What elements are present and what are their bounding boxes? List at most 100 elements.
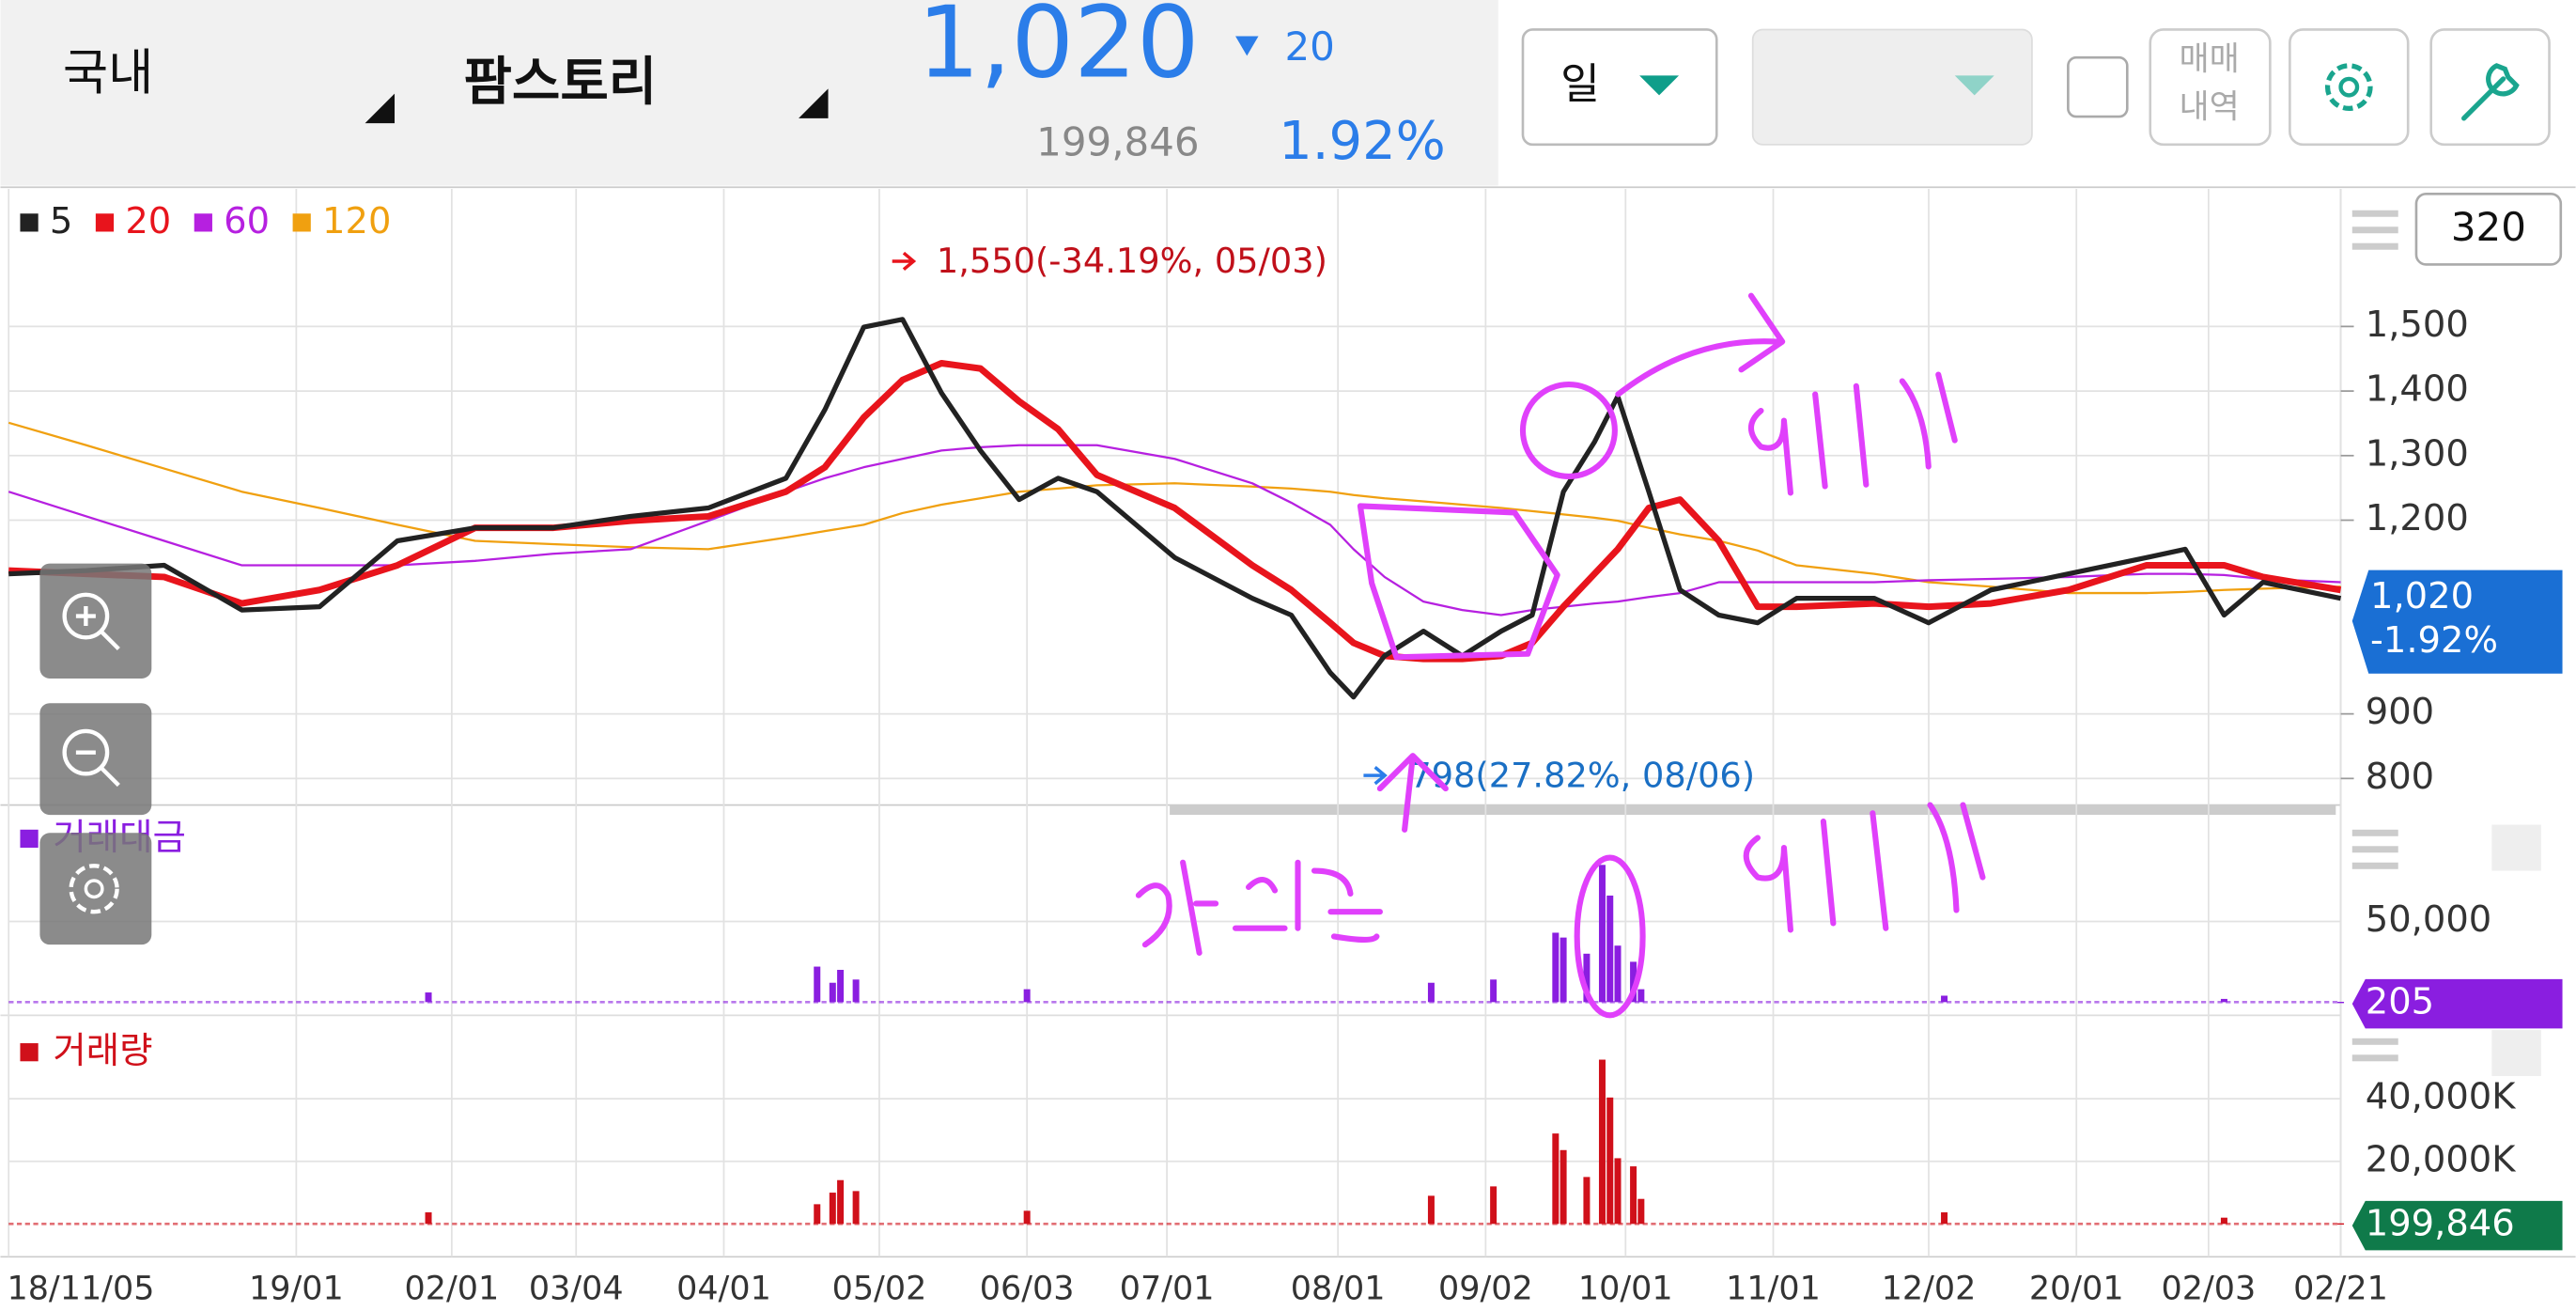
handwriting [1135,292,1986,1019]
y-tick-label: 1,400 [2366,368,2469,411]
y-tick-label: 900 [2366,691,2434,733]
bar [1606,895,1614,1003]
dropdown-arrow [1954,75,1994,96]
x-tick-label: 18/11/05 [7,1270,154,1307]
checkbox[interactable] [2067,55,2129,118]
dropdown-arrow [1639,75,1680,96]
trade-history-line: 내역 [2180,88,2240,126]
bar [1583,953,1591,1003]
y-tick-label: 40,000K [2366,1076,2517,1118]
zoom-in[interactable] [39,563,152,679]
indicator-box [1751,28,2033,146]
bar [1490,979,1497,1003]
bar [1552,932,1560,1003]
change-rate: 1.92% [1279,111,1446,172]
bar [1552,1133,1560,1225]
value-tag [2351,1200,2563,1251]
tools-button[interactable] [2429,28,2551,147]
bar [2220,1217,2227,1225]
y-tick-label: 50,000 [2366,898,2492,941]
bar [1023,1210,1031,1225]
legend-label: 5 [50,200,72,242]
price-change: 20 [1285,23,1335,70]
bar [2337,1223,2345,1225]
bar [1427,982,1435,1003]
period-dropdown[interactable]: 일 [1521,28,1718,147]
header-bg [0,0,1498,186]
bar [1637,1198,1645,1225]
y-tick-label: 1,300 [2366,432,2469,475]
x-tick-label: 12/02 [1882,1270,1977,1307]
legend-label: 120 [322,200,391,242]
x-tick-label: 08/01 [1291,1270,1386,1307]
bar [1583,1177,1591,1225]
x-tick-label: 07/01 [1120,1270,1215,1307]
gear-icon [2324,63,2373,111]
indicator-dropdown[interactable] [1751,28,2033,146]
scroll-bar[interactable] [1170,804,2336,816]
close-panel[interactable] [2491,1030,2541,1077]
panel-title: 거래량 [53,1030,152,1072]
dropdown-arrow [365,93,396,124]
bar [1630,961,1637,1003]
zoom-count[interactable]: 320 [2414,192,2563,266]
bar [1560,1149,1567,1225]
button-box [2289,28,2410,147]
zoom-out[interactable] [39,703,152,816]
bar [425,992,432,1003]
period-box [1521,28,1718,147]
period: 일 [1560,59,1600,109]
x-tick-label: 02/21 [2293,1270,2388,1307]
bar [1614,945,1622,1003]
value-tag-label: 205 [2366,981,2434,1023]
stock-selector[interactable]: 팜스토리 [463,52,829,118]
bar [425,1212,432,1225]
y-tick-label: 20,000K [2366,1138,2517,1180]
bar [814,966,821,1003]
zoom-count-label: 320 [2451,204,2526,250]
price-tag-rate: -1.92% [2370,619,2498,662]
legend-swatch [194,213,212,232]
bar [1598,865,1606,1003]
trade-history-button[interactable]: 매매 내역 [2149,28,2272,147]
x-tick-label: 02/03 [2162,1270,2257,1307]
ma-line [8,444,2341,616]
high-arrow [892,251,917,272]
price-tag-price: 1,020 [2370,575,2474,617]
bar [1637,989,1645,1003]
down-arrow [1235,36,1259,56]
bar [1941,995,1948,1003]
button-box [2149,28,2272,147]
bar [814,1204,821,1225]
bar [1560,937,1567,1003]
ma-line [8,317,2342,700]
menu-icon[interactable] [2351,210,2398,1062]
bar [837,1179,845,1225]
bar [852,1191,860,1225]
x-tick-label: 05/02 [832,1270,927,1307]
close-panel[interactable] [2491,824,2541,871]
price-tag [2351,570,2563,674]
bar [852,979,860,1003]
x-tick-label: 10/01 [1578,1270,1673,1307]
count-box [2414,192,2563,266]
legend-label: 20 [125,200,171,242]
settings-button[interactable] [2289,28,2410,147]
value-tag-label: 199,846 [2366,1203,2515,1245]
bar [2220,998,2227,1003]
bar [1490,1186,1497,1225]
legend-swatch [292,213,311,232]
y-tick-label: 1,200 [2366,497,2469,539]
x-tick-label: 03/04 [529,1270,624,1307]
bar [1606,1097,1614,1225]
x-tick-label: 02/01 [404,1270,499,1307]
value-tag [2351,978,2563,1029]
market-selector[interactable]: 국내 [63,44,396,124]
gear-icon [2338,76,2360,98]
stock-name: 팜스토리 [463,52,657,113]
low-arrow [1363,766,1388,786]
bar [1427,1195,1435,1225]
panel-settings[interactable] [39,833,152,945]
current-price: 1,020 [917,0,1199,100]
plot: 18/11/05 19/01 02/01 03/04 04/01 05/02 06/03 07… [7,189,2563,1307]
